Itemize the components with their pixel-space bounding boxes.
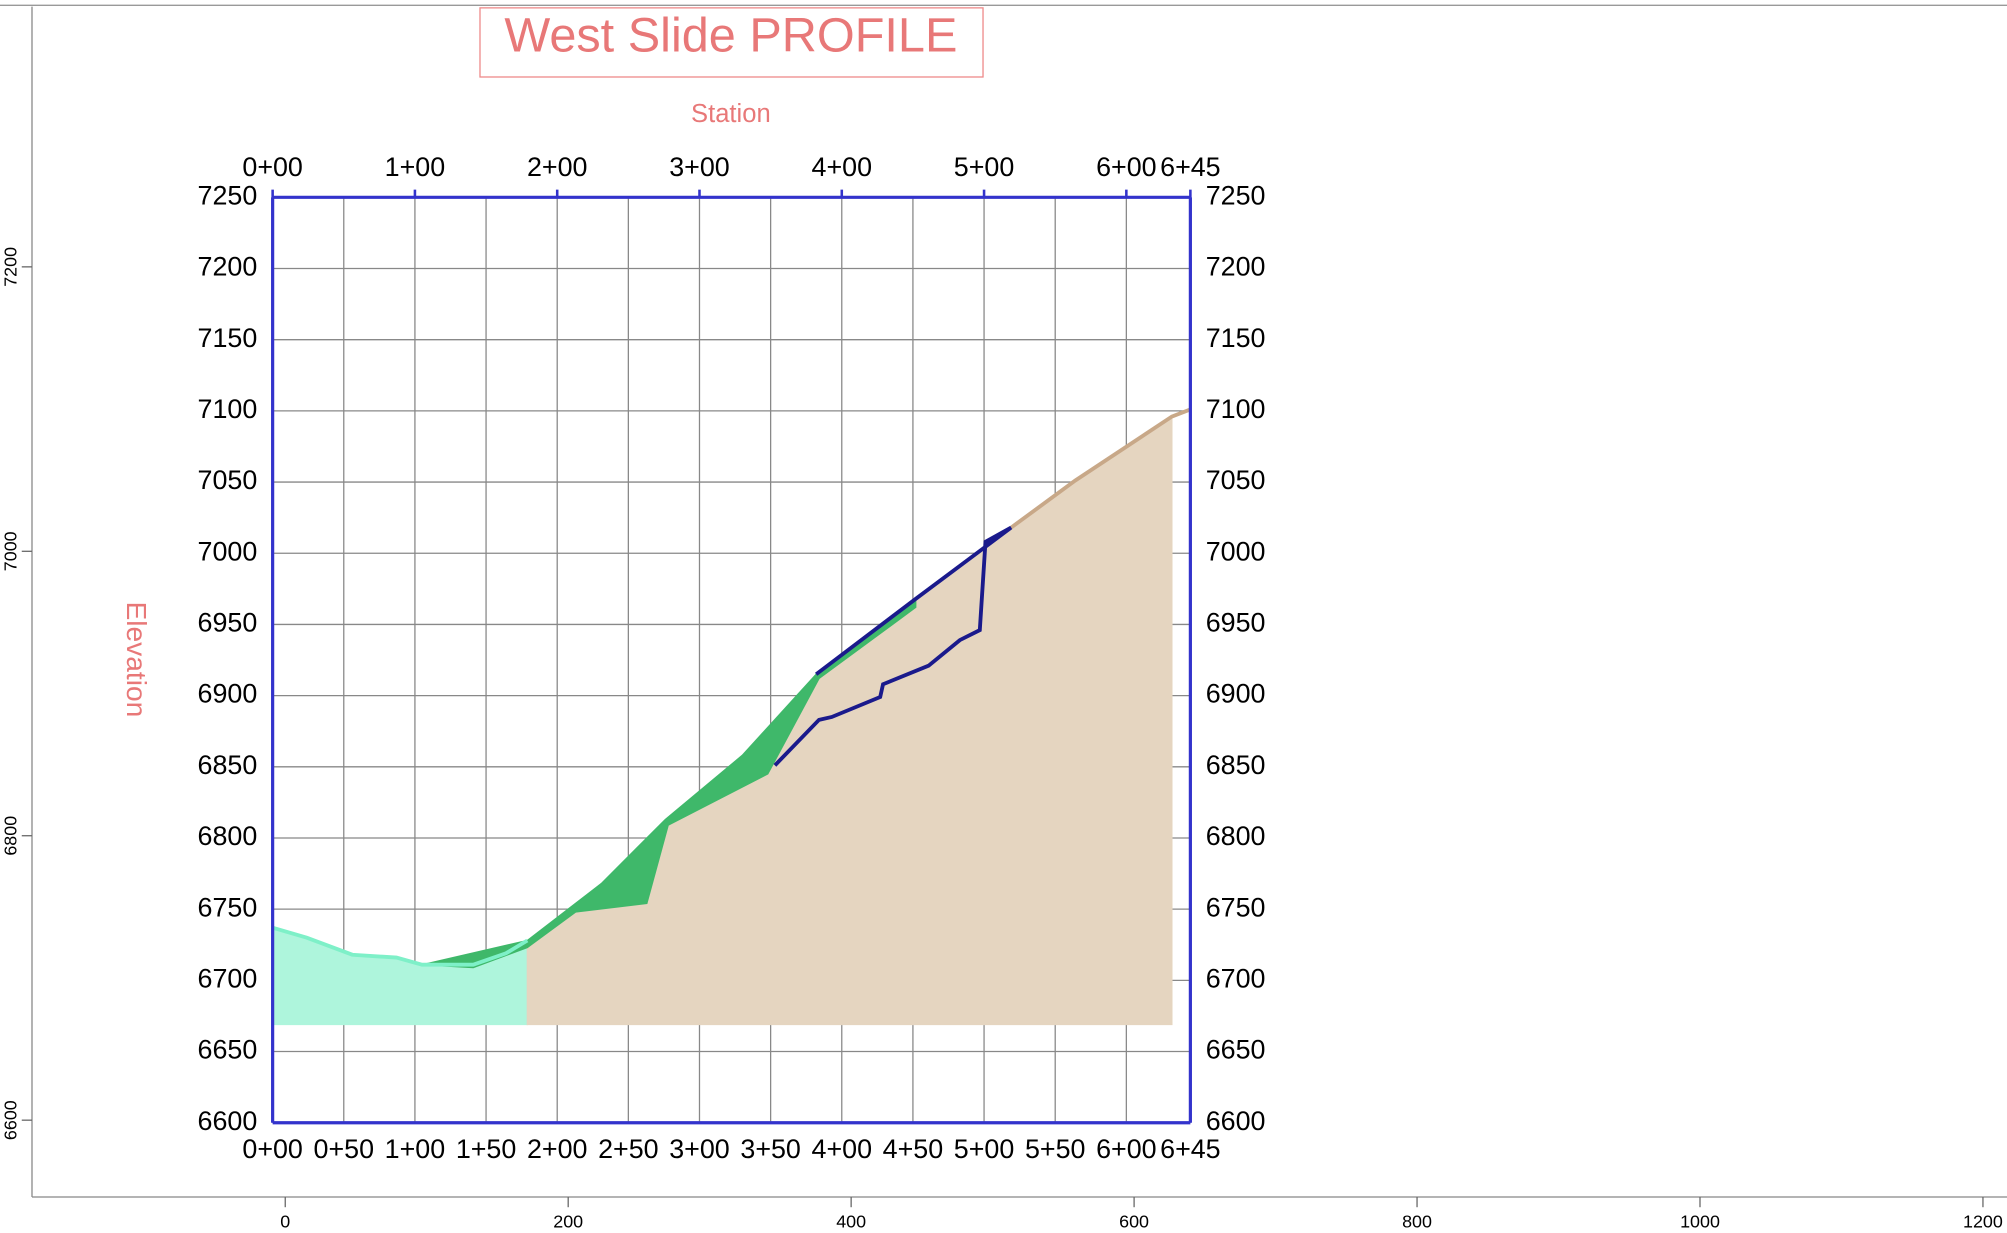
x-tick-label: 3+50 [740,1134,801,1164]
y-tick-label: 7100 [198,394,258,424]
y-tick-label: 6650 [198,1035,258,1065]
ruler-tick-label: 200 [553,1211,583,1231]
y-tick-label: 6600 [198,1106,258,1136]
ruler-tick-label: 0 [280,1211,290,1231]
y-tick-label: 6950 [1206,608,1266,638]
x-tick-label: 2+00 [527,1134,588,1164]
line [1009,407,1192,530]
x-tick-label: 1+00 [385,1134,446,1164]
y-tick-label: 6850 [1206,750,1266,780]
x-tick-label: 1+50 [456,1134,516,1164]
y-tick-label: 6800 [1206,821,1266,851]
y-tick-label: 6750 [1206,892,1266,922]
x-tick-label: 2+50 [598,1134,659,1164]
x-tick-label: 2+00 [527,152,588,182]
x-tick-label: 0+00 [242,1134,303,1164]
x-tick-label: 5+00 [954,152,1014,182]
chart-title: West Slide PROFILE [504,8,957,62]
y-tick-label: 7000 [198,536,258,566]
y-tick-label: 7250 [1206,180,1266,210]
x-tick-label: 3+00 [669,1134,730,1164]
y-tick-label: 6900 [1206,679,1266,709]
y-tick-label: 7200 [1206,252,1266,282]
y-tick-label: 7150 [1206,323,1266,353]
y-tick-label: 7050 [198,465,258,495]
y-tick-label: 6800 [198,821,258,851]
x-tick-label: 4+00 [812,152,873,182]
ruler-tick-label: 7000 [0,531,20,571]
x-tick-label: 6+45 [1160,152,1221,182]
area [421,597,917,969]
y-tick-label: 7200 [198,252,258,282]
ruler-tick-label: 7200 [0,247,20,287]
y-tick-label: 7000 [1206,536,1266,566]
title-box [479,7,984,78]
x-tick-label: 0+00 [242,152,303,182]
x-axis-title: Station [691,100,771,128]
ruler-tick-label: 1000 [1680,1211,1720,1231]
y-tick-label: 7100 [1206,394,1266,424]
ruler-tick-label: 600 [1119,1211,1149,1231]
ruler-tick-label: 1200 [1963,1211,2003,1231]
y-tick-label: 6650 [1206,1035,1266,1065]
y-tick-label: 6700 [1206,963,1266,993]
x-tick-label: 3+00 [669,152,730,182]
ruler-tick-label: 400 [836,1211,866,1231]
x-tick-label: 5+50 [1025,1134,1086,1164]
x-tick-label: 5+00 [954,1134,1014,1164]
y-axis-title: Elevation [121,601,152,717]
y-tick-label: 6700 [198,963,258,993]
area [271,926,528,1026]
y-tick-label: 6950 [198,608,258,638]
x-tick-label: 6+45 [1160,1134,1221,1164]
x-tick-label: 6+00 [1096,152,1157,182]
y-tick-label: 6600 [1206,1106,1266,1136]
ruler-tick-label: 6600 [0,1100,20,1140]
x-tick-label: 4+00 [812,1134,873,1164]
y-tick-label: 6900 [198,679,258,709]
line [272,925,529,967]
x-tick-label: 4+50 [883,1134,944,1164]
x-tick-label: 0+50 [314,1134,375,1164]
y-tick-label: 6750 [198,892,258,922]
y-tick-label: 7250 [198,180,258,210]
x-tick-label: 6+00 [1096,1134,1157,1164]
line [773,525,1013,767]
y-tick-label: 7050 [1206,465,1266,495]
ruler-tick-label: 6800 [0,816,20,856]
x-tick-label: 1+00 [385,152,446,182]
y-tick-label: 6850 [198,750,258,780]
area [526,415,1173,1026]
ruler-tick-label: 800 [1402,1211,1432,1231]
y-tick-label: 7150 [198,323,258,353]
